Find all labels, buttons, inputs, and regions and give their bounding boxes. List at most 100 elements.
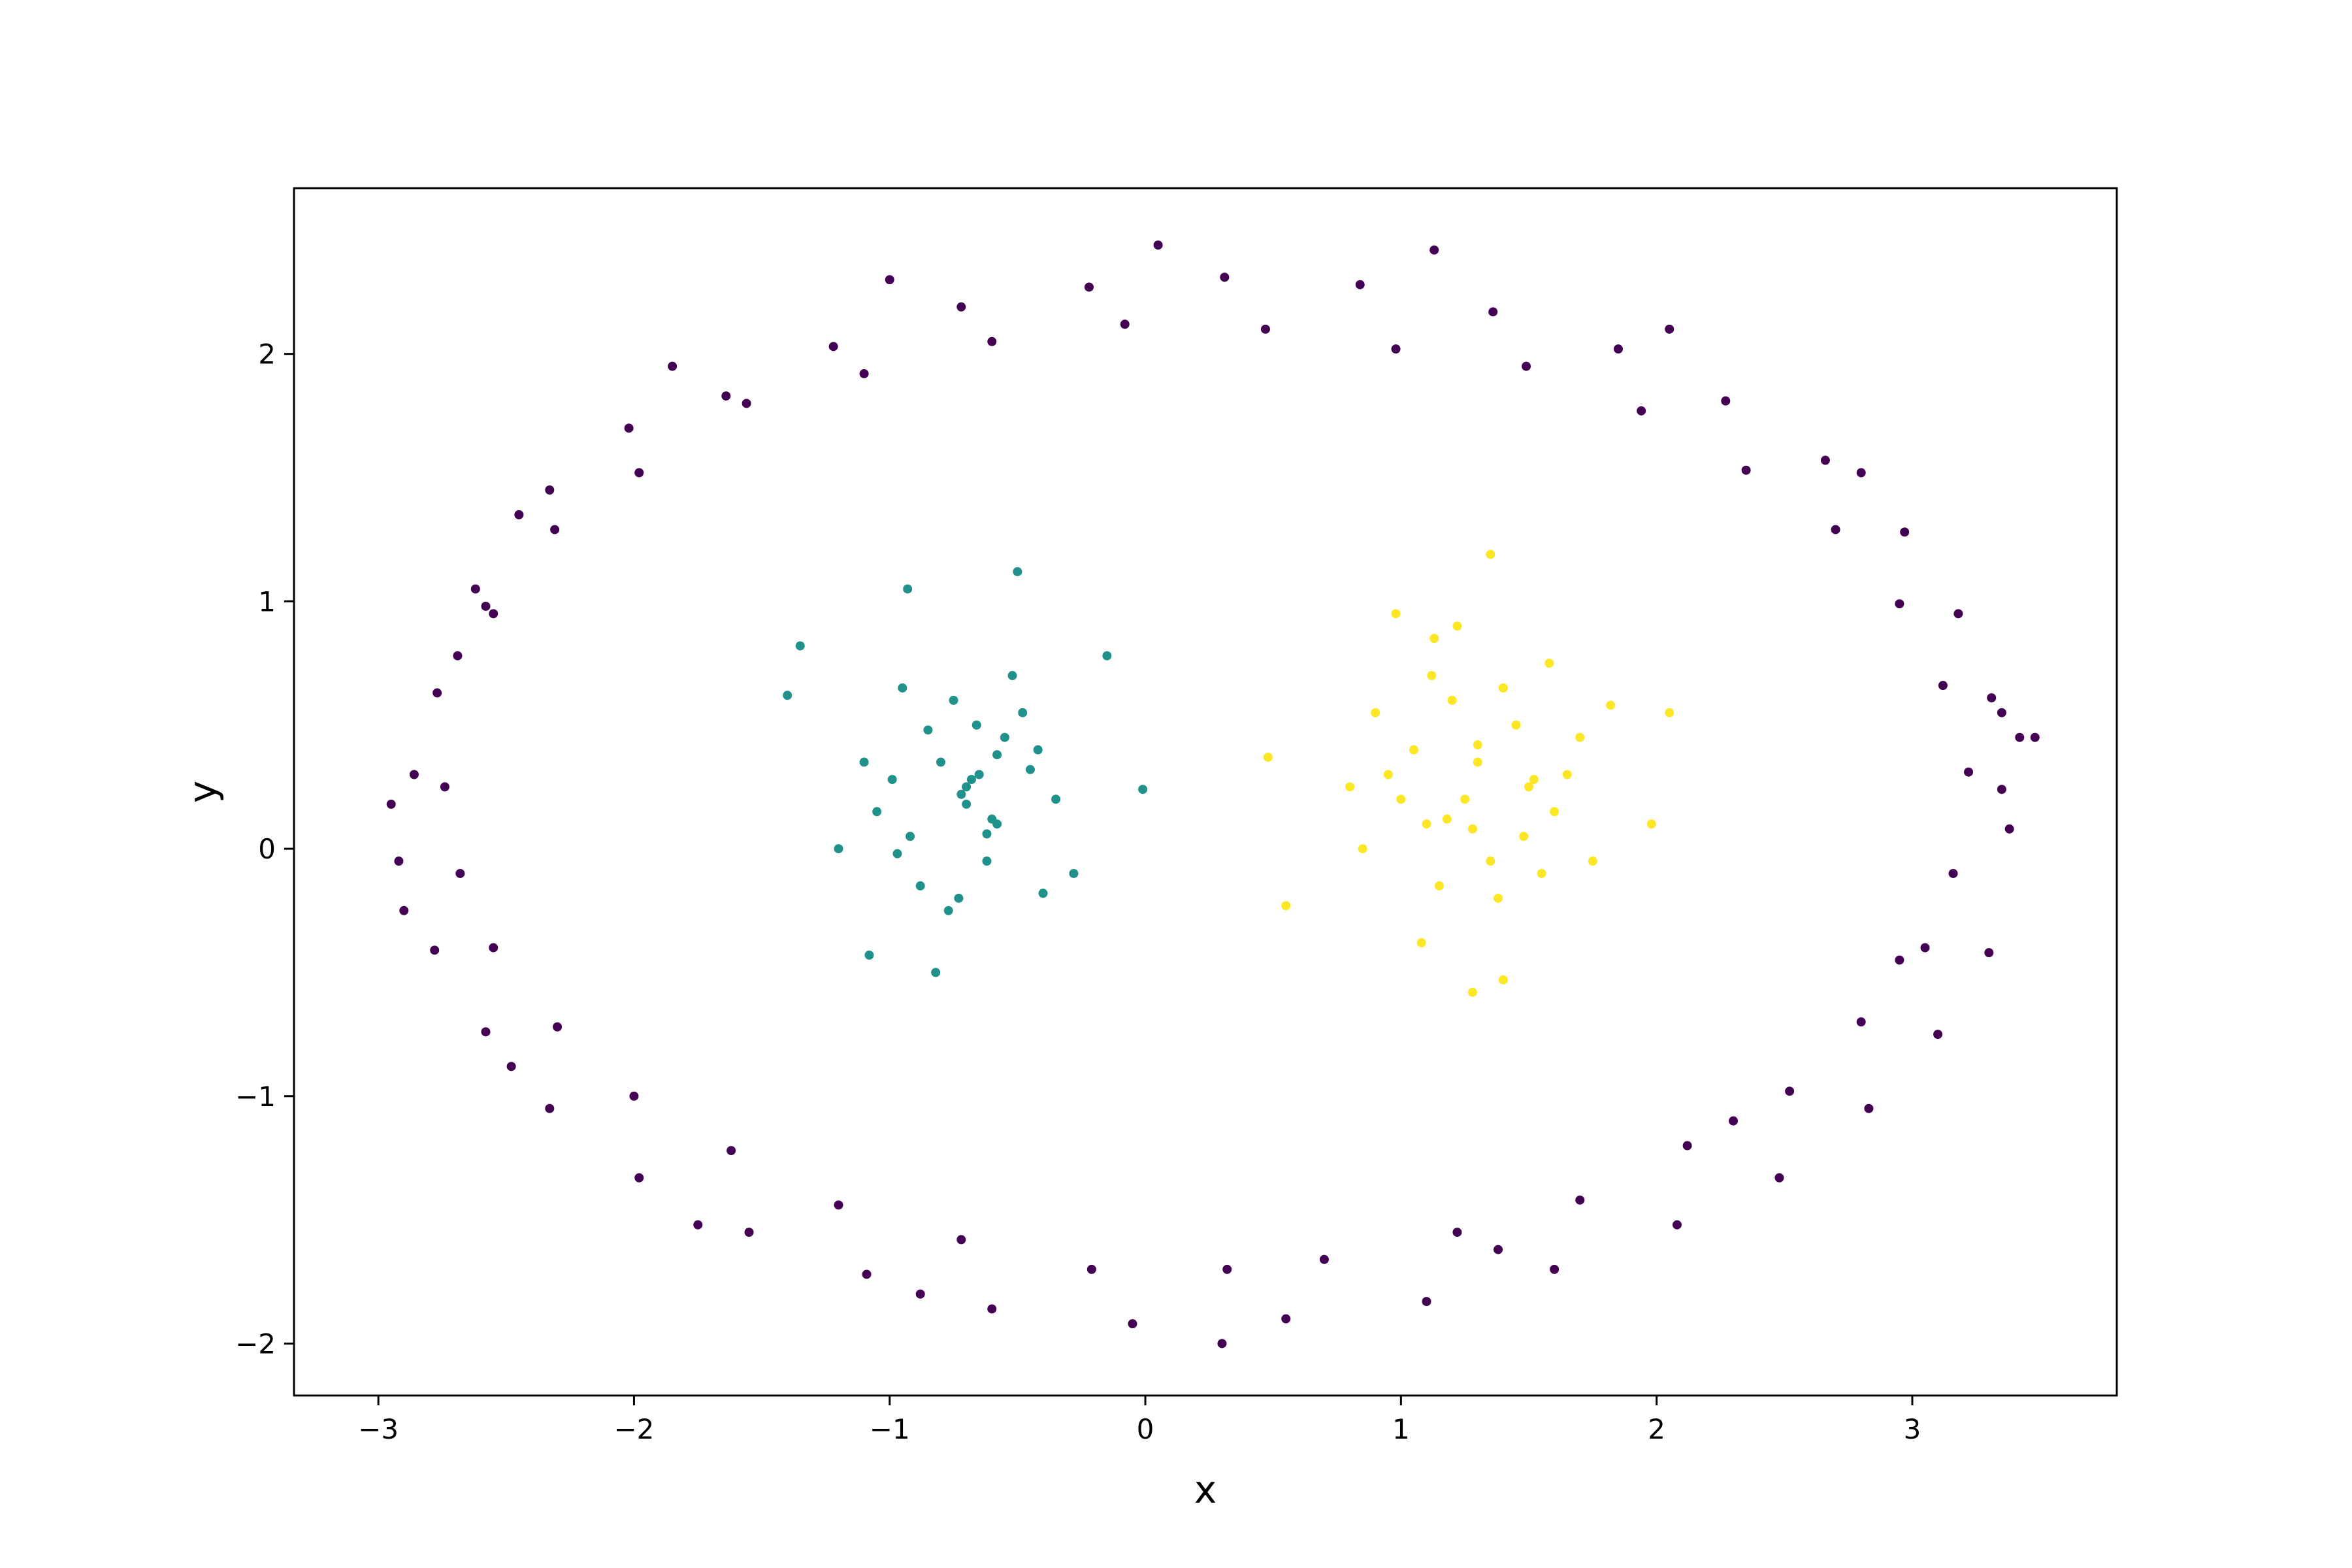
point [956, 302, 966, 312]
point [834, 844, 843, 854]
x-tick-label: −1 [870, 1413, 910, 1445]
point [795, 641, 805, 651]
point [887, 775, 897, 785]
point [1069, 868, 1079, 878]
point [892, 849, 902, 858]
point [992, 750, 1002, 760]
point [982, 829, 992, 839]
point [489, 609, 498, 619]
y-axis-label: y [180, 781, 225, 803]
point [1537, 868, 1546, 878]
point [915, 881, 925, 890]
point [1467, 824, 1477, 834]
x-tick-label: 0 [1137, 1413, 1154, 1445]
point [1371, 708, 1380, 717]
point [2015, 732, 2025, 742]
point [903, 584, 913, 594]
point [1281, 1314, 1291, 1324]
point [1498, 975, 1508, 985]
point [783, 691, 792, 700]
point [1729, 1116, 1739, 1126]
point [962, 782, 972, 792]
point [1391, 344, 1401, 354]
point [1785, 1086, 1795, 1096]
point [1138, 785, 1148, 794]
point [1938, 681, 1948, 691]
point [489, 943, 498, 953]
point [1260, 324, 1270, 334]
point [1128, 1319, 1137, 1329]
point [386, 799, 396, 809]
y-tick-label: 1 [258, 585, 276, 617]
point [1473, 740, 1482, 750]
x-tick-label: −2 [613, 1413, 654, 1445]
point [1606, 700, 1616, 710]
point [1933, 1030, 1943, 1039]
point [742, 399, 751, 408]
point [1665, 324, 1674, 334]
point [859, 757, 869, 767]
x-axis-label: x [1194, 1467, 1217, 1512]
point [987, 814, 997, 824]
point [1120, 319, 1130, 329]
point [1524, 782, 1533, 792]
point [1665, 708, 1674, 717]
point [1422, 819, 1431, 829]
point [506, 1062, 516, 1071]
x-tick-label: 1 [1392, 1413, 1410, 1445]
point [1997, 708, 2006, 717]
point [972, 720, 981, 730]
point [859, 369, 869, 379]
point [430, 945, 440, 955]
point [962, 799, 972, 809]
point [1682, 1141, 1692, 1151]
point [1488, 307, 1498, 317]
point [1920, 943, 1930, 953]
point [440, 782, 449, 792]
point [1013, 566, 1022, 576]
point [931, 968, 941, 977]
point [481, 1027, 491, 1037]
point [862, 1269, 872, 1279]
point [1452, 1228, 1462, 1237]
point [1391, 609, 1401, 619]
point [987, 1304, 997, 1314]
point [1550, 1264, 1560, 1274]
point [943, 906, 953, 915]
point [634, 1173, 644, 1183]
point [949, 695, 958, 705]
x-tick-label: −3 [358, 1413, 399, 1445]
point [1355, 280, 1365, 289]
point [470, 584, 480, 594]
point [834, 1200, 843, 1210]
point [1220, 272, 1230, 282]
point [1984, 948, 1994, 958]
x-tick-label: 3 [1904, 1413, 1921, 1445]
point [1562, 770, 1572, 779]
point [1953, 609, 1963, 619]
point [1613, 344, 1623, 354]
point [1102, 651, 1112, 661]
point [956, 789, 966, 799]
point [514, 510, 524, 519]
point [1153, 240, 1163, 250]
point [1222, 1264, 1232, 1274]
point [923, 725, 933, 735]
point [453, 651, 463, 661]
point [1018, 708, 1028, 717]
point [1494, 893, 1503, 903]
point [1383, 770, 1393, 779]
point [1575, 732, 1585, 742]
point [982, 857, 992, 866]
point [1741, 465, 1751, 475]
x-tick-label: 2 [1648, 1413, 1665, 1445]
point [872, 807, 882, 817]
point [974, 770, 984, 779]
point [898, 683, 907, 693]
point [1637, 406, 1646, 416]
point [956, 1235, 966, 1245]
point [1831, 525, 1840, 534]
point [1900, 527, 1910, 537]
point [1345, 782, 1355, 792]
